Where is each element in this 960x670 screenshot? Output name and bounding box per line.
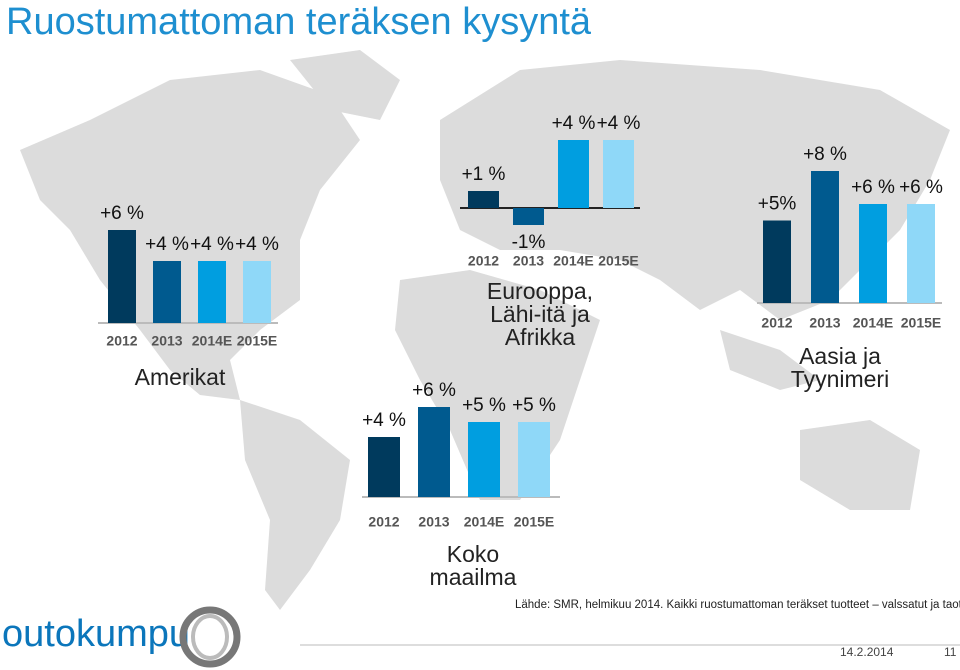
value-label: +5 % [462, 395, 506, 416]
bar [418, 407, 450, 497]
bar [603, 140, 634, 208]
source-note: Lähde: SMR, helmikuu 2014. Kaikki ruostu… [515, 599, 960, 611]
chart-title: Koko maailma [429, 541, 517, 590]
value-label: +1 % [462, 164, 506, 185]
bar [518, 422, 550, 497]
category-label: 2015E [237, 333, 277, 349]
value-label: +4 % [597, 113, 641, 134]
category-label: 2015E [901, 315, 941, 331]
category-label: 2012 [368, 514, 399, 530]
bar [153, 261, 181, 323]
category-label: 2014E [853, 315, 893, 331]
value-label: +6 % [899, 177, 943, 198]
category-label: 2012 [106, 333, 137, 349]
chart-title: Amerikat [134, 364, 226, 390]
value-label: +4 % [552, 113, 596, 134]
bar [859, 204, 887, 303]
bar [368, 437, 400, 497]
value-label: +4 % [235, 234, 279, 255]
value-label: +6 % [412, 380, 456, 401]
chart-title: Eurooppa, Lähi-itä ja Afrikka [486, 278, 594, 350]
category-label: 2012 [761, 315, 792, 331]
value-label: +5 % [512, 395, 556, 416]
bar [468, 191, 499, 208]
page-number: 11 [944, 645, 957, 659]
value-label: +6 % [851, 177, 895, 198]
value-label: -1% [512, 232, 546, 253]
value-label: +4 % [362, 410, 406, 431]
category-label: 2014E [192, 333, 232, 349]
category-label: 2015E [598, 253, 638, 269]
logo-ring [179, 606, 241, 668]
bar [811, 171, 839, 303]
category-label: 2013 [809, 315, 840, 331]
logo-text: outokumpu [2, 613, 190, 655]
value-label: +4 % [145, 234, 189, 255]
category-label: 2013 [513, 253, 544, 269]
bar [198, 261, 226, 323]
bar [243, 261, 271, 323]
value-label: +8 % [803, 144, 847, 165]
bar [108, 230, 136, 323]
category-label: 2012 [468, 253, 499, 269]
chart-title: Aasia ja Tyynimeri [790, 343, 890, 392]
bar [907, 204, 935, 303]
value-label: +6 % [100, 203, 144, 224]
category-label: 2014E [464, 514, 504, 530]
bar [558, 140, 589, 208]
date: 14.2.2014 [840, 645, 894, 659]
value-label: +4 % [190, 234, 234, 255]
slide-title: Ruostumattoman teräksen kysyntä [6, 1, 592, 43]
category-label: 2013 [418, 514, 449, 530]
bar [468, 422, 500, 497]
bar [513, 208, 544, 225]
bar [763, 220, 791, 303]
category-label: 2015E [514, 514, 554, 530]
category-label: 2013 [151, 333, 182, 349]
value-label: +5% [758, 194, 797, 215]
category-label: 2014E [553, 253, 593, 269]
